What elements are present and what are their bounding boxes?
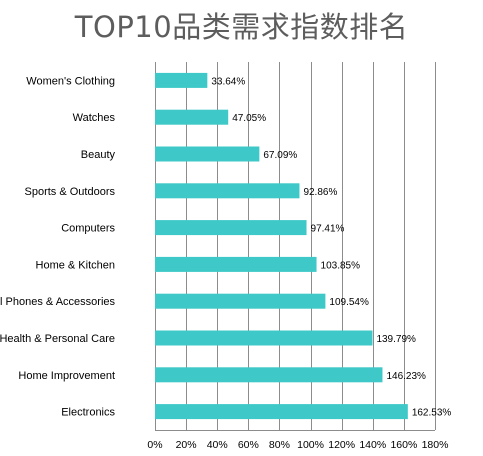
bars (155, 72, 408, 420)
bar (155, 72, 208, 88)
category-label: Electronics (61, 407, 115, 419)
category-label: Watches (73, 112, 116, 124)
data-label: 103.85% (321, 260, 361, 271)
labels: 0% 20% 40% 60% 80% 100% 120% 140% 160% 180% Women'… (0, 75, 451, 451)
x-tick-label: 0% (147, 439, 162, 451)
bar (155, 109, 229, 125)
data-label: 162.53% (412, 408, 452, 419)
category-label: Sports & Outdoors (25, 186, 116, 198)
category-label: Health & Personal Care (0, 333, 115, 345)
bar (155, 293, 326, 309)
bar (155, 330, 373, 346)
category-label: Cell Phones & Accessories (0, 296, 115, 308)
x-tick-label: 160% (390, 439, 417, 451)
category-label: Beauty (81, 149, 116, 161)
x-tick-label: 60% (238, 439, 259, 451)
bar (155, 146, 260, 162)
data-label: 109.54% (329, 297, 369, 308)
x-tick-label: 20% (176, 439, 197, 451)
x-tick-label: 40% (207, 439, 228, 451)
data-label: 139.79% (376, 334, 416, 345)
data-label: 67.09% (263, 150, 297, 161)
bar (155, 183, 300, 199)
bar (155, 220, 307, 236)
category-label: Home & Kitchen (36, 259, 115, 271)
x-tick-label: 140% (359, 439, 386, 451)
data-label: 33.64% (211, 76, 245, 87)
x-tick-label: 100% (297, 439, 324, 451)
data-label: 92.86% (303, 187, 337, 198)
bar (155, 404, 408, 420)
x-tick-label: 180% (422, 439, 449, 451)
bar (155, 367, 383, 383)
chart-title: TOP10品类需求指数排名 (74, 10, 409, 44)
x-tick-label: 80% (269, 439, 290, 451)
data-label: 47.05% (232, 113, 266, 124)
bar (155, 256, 317, 272)
category-label: Home Improvement (18, 370, 115, 382)
x-tick-label: 120% (328, 439, 355, 451)
category-label: Computers (61, 223, 115, 235)
data-label: 97.41% (311, 224, 345, 235)
category-label: Women's Clothing (26, 75, 115, 87)
data-label: 146.23% (386, 371, 426, 382)
